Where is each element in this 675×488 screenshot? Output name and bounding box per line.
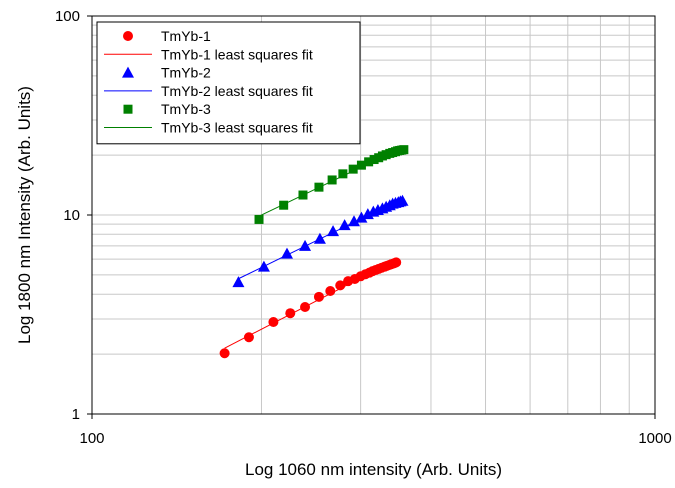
legend-marker-series-2 xyxy=(122,66,134,78)
legend-label-series-2: TmYb-2 xyxy=(161,65,211,81)
x-tick-label: 100 xyxy=(79,430,104,447)
data-point-series-1 xyxy=(391,257,402,268)
legend-label-series-3: TmYb-3 xyxy=(161,101,211,117)
legend: TmYb-1 TmYb-1 least squares fit TmYb-2 TmYb… xyxy=(96,21,361,145)
data-point-series-2 xyxy=(313,232,326,244)
data-point-series-3 xyxy=(348,164,358,174)
data-point-series-3 xyxy=(314,182,324,192)
data-point-series-2 xyxy=(257,260,270,272)
y-tick-label: 100 xyxy=(55,8,80,25)
data-point-series-2 xyxy=(327,225,340,237)
legend-label-series-1: TmYb-1 xyxy=(161,28,211,44)
data-point-series-2 xyxy=(355,211,368,223)
data-point-series-1 xyxy=(219,348,230,359)
data-point-series-2 xyxy=(338,219,351,231)
data-markers xyxy=(219,145,409,359)
data-point-series-2 xyxy=(280,247,293,259)
data-point-series-3 xyxy=(369,155,379,165)
data-point-series-1 xyxy=(335,280,346,291)
legend-fit-label-series-2: TmYb-2 least squares fit xyxy=(161,83,313,99)
data-point-series-1 xyxy=(300,301,311,312)
x-tick-label: 1000 xyxy=(638,430,671,447)
legend-marker-series-3 xyxy=(123,104,133,114)
data-point-series-1 xyxy=(268,316,279,327)
data-point-series-3 xyxy=(356,160,366,170)
data-point-series-2 xyxy=(299,239,312,251)
data-point-series-3 xyxy=(338,169,348,179)
y-tick-label: 10 xyxy=(63,207,80,224)
data-point-series-3 xyxy=(364,157,374,167)
fit-lines xyxy=(224,146,405,349)
data-point-series-1 xyxy=(243,332,254,343)
x-axis-label: Log 1060 nm intensity (Arb. Units) xyxy=(245,460,502,479)
legend-fit-label-series-3: TmYb-3 least squares fit xyxy=(161,120,313,136)
data-point-series-1 xyxy=(313,291,324,302)
data-point-series-3 xyxy=(279,200,289,210)
data-point-series-2 xyxy=(396,194,409,206)
legend-marker-series-1 xyxy=(123,31,133,41)
data-point-series-3 xyxy=(399,145,409,155)
y-tick-label: 1 xyxy=(72,406,80,423)
legend-fit-label-series-1: TmYb-1 least squares fit xyxy=(161,46,313,62)
data-point-series-2 xyxy=(232,276,245,288)
legend-box xyxy=(96,21,361,145)
data-point-series-1 xyxy=(325,286,336,297)
data-point-series-2 xyxy=(348,215,361,227)
data-point-series-3 xyxy=(254,214,264,224)
data-point-series-1 xyxy=(285,308,296,319)
axis-ticks: 100 1000 1 10 100 xyxy=(55,8,672,447)
data-point-series-3 xyxy=(327,175,337,185)
data-point-series-3 xyxy=(298,190,308,200)
y-axis-label: Log 1800 nm Intensity (Arb. Units) xyxy=(15,86,34,344)
